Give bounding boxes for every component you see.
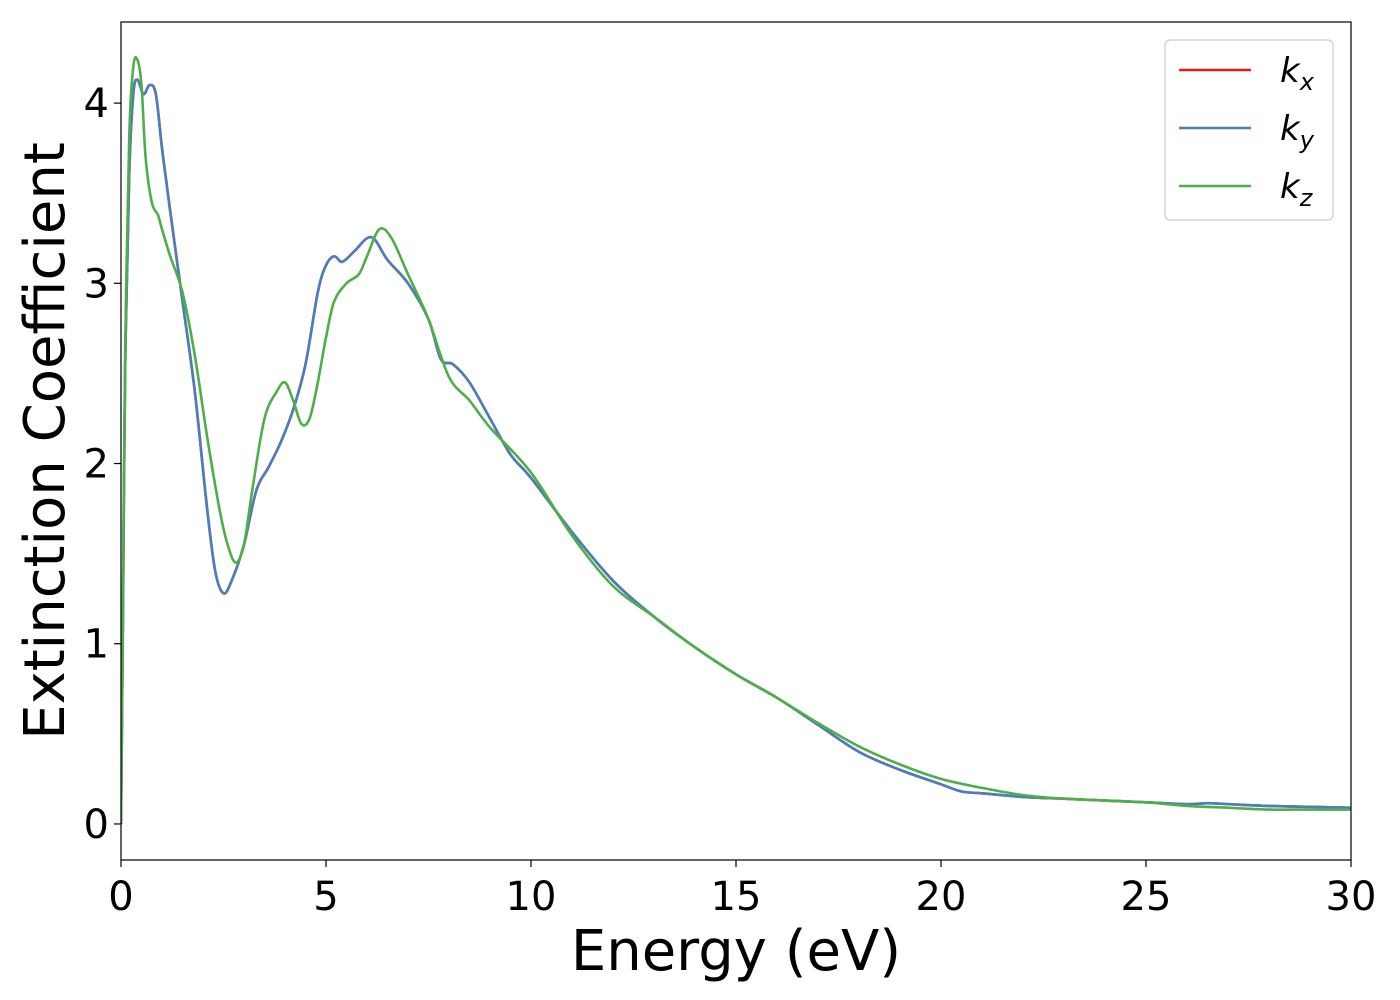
y-tick-label: 2 (84, 442, 109, 488)
x-tick-label: 10 (506, 874, 557, 920)
y-tick-label: 4 (84, 81, 109, 127)
legend: kx ky kz (1164, 39, 1334, 221)
y-tick-label: 1 (84, 622, 109, 668)
legend-label: kx (1280, 51, 1315, 96)
y-tick-label: 0 (84, 802, 109, 848)
legend-box (1164, 39, 1334, 221)
y-axis-label: Extinction Coefficient (13, 142, 78, 740)
x-tick-label: 25 (1121, 874, 1172, 920)
legend-label: ky (1280, 109, 1315, 154)
series-layer (121, 56, 1351, 824)
series-line-ky (121, 78, 1351, 824)
y-axis-ticks: 0 1 2 3 4 (84, 81, 121, 848)
x-tick-label: 0 (108, 874, 133, 920)
x-tick-label: 30 (1326, 874, 1377, 920)
x-tick-label: 15 (711, 874, 762, 920)
x-axis-label: Energy (eV) (571, 919, 901, 984)
x-axis-ticks: 0 5 10 15 20 25 30 (108, 860, 1376, 920)
x-tick-label: 5 (313, 874, 338, 920)
legend-label: kz (1280, 167, 1314, 212)
series-line-kz (121, 56, 1351, 824)
y-tick-label: 3 (84, 261, 109, 307)
x-tick-label: 20 (916, 874, 967, 920)
